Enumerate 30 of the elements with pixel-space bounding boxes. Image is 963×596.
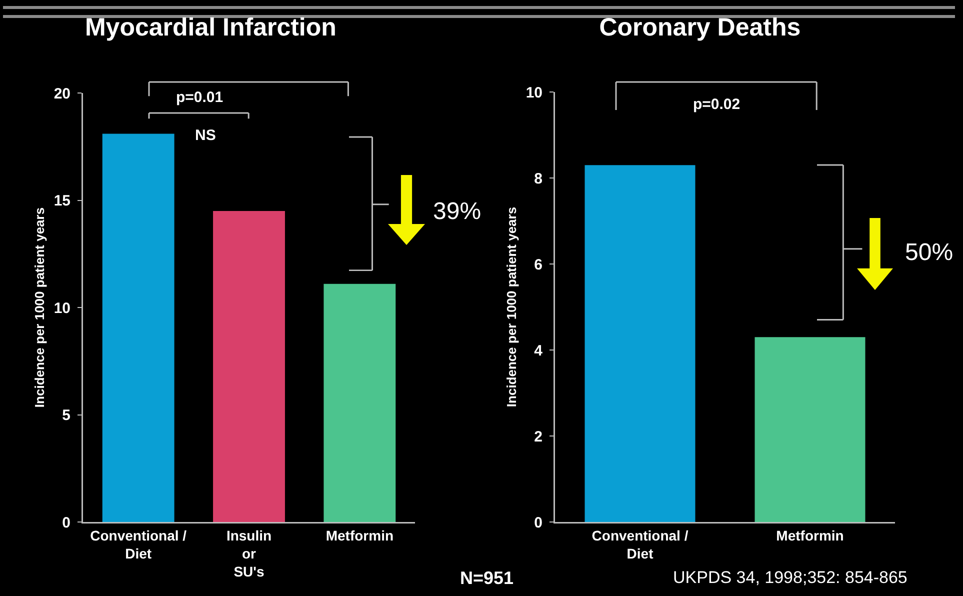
chart-title: Coronary Deaths: [599, 14, 801, 42]
text: N=951: [460, 568, 514, 588]
y-tick-label: 10: [54, 300, 70, 317]
y-tick-label: 0: [62, 514, 70, 532]
x-tick-label: Conventional / Diet: [592, 527, 688, 562]
text: 50%: [905, 239, 954, 266]
text: 39%: [433, 198, 482, 225]
bar: [102, 134, 174, 522]
chart-title: Myocardial Infarction: [84, 14, 336, 42]
y-tick-label: 8: [534, 170, 542, 188]
y-tick-label: 15: [54, 192, 70, 210]
y-tick-label: 0: [534, 514, 542, 532]
bar: [324, 284, 396, 522]
annotation: p=0.01: [176, 89, 224, 106]
y-tick-label: 6: [534, 256, 542, 274]
x-tick-label: Metformin: [326, 527, 394, 544]
x-tick-label: Conventional / Diet: [90, 527, 187, 562]
y-tick-label: 4: [534, 342, 544, 360]
annotation: p=0.02: [693, 96, 740, 113]
y-axis-title: Incidence per 1000 patient years: [32, 207, 48, 408]
y-tick-label: 20: [54, 85, 70, 102]
x-tick-label: Insulin or SU's: [226, 527, 272, 580]
bar: [213, 210, 285, 522]
annotation: NS: [195, 127, 216, 144]
y-axis-title: Incidence per 1000 patient years: [504, 206, 520, 408]
y-tick-label: 10: [526, 84, 542, 102]
y-tick-label: 2: [534, 428, 542, 446]
text: UKPDS 34, 1998;352: 854-865: [673, 568, 908, 587]
y-tick-label: 5: [62, 407, 70, 424]
x-tick-label: Metformin: [776, 527, 844, 544]
